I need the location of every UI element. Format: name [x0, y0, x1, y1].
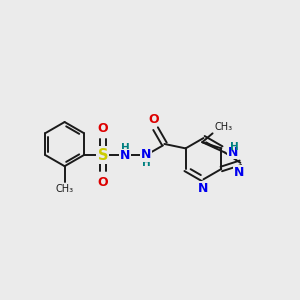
Text: N: N [141, 148, 151, 161]
Text: O: O [149, 113, 159, 126]
Text: CH₃: CH₃ [56, 184, 74, 194]
Text: CH₃: CH₃ [214, 122, 232, 132]
Text: O: O [98, 176, 108, 189]
Text: H: H [230, 142, 239, 152]
Text: N: N [198, 182, 209, 195]
Text: N: N [234, 166, 244, 179]
Text: N: N [120, 149, 130, 162]
Text: S: S [98, 148, 108, 163]
Text: H: H [142, 158, 151, 167]
Text: H: H [121, 143, 129, 153]
Text: O: O [98, 122, 108, 134]
Text: N: N [228, 146, 238, 159]
